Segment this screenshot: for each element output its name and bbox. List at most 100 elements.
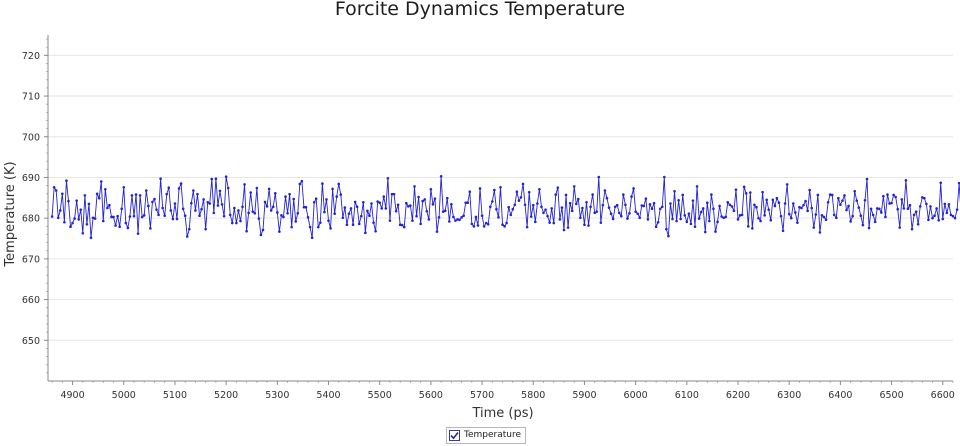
legend-checkbox[interactable] — [449, 430, 460, 441]
data-point — [779, 214, 783, 218]
data-point — [425, 209, 429, 213]
data-point — [325, 198, 328, 201]
data-point — [503, 225, 506, 228]
data-point — [566, 226, 570, 229]
data-point — [204, 227, 207, 231]
data-point — [783, 202, 787, 205]
data-point — [476, 224, 480, 227]
data-point — [830, 193, 834, 197]
data-point — [691, 199, 695, 202]
data-point — [550, 207, 553, 210]
data-point — [800, 206, 803, 210]
data-point — [744, 192, 748, 195]
check-icon — [450, 432, 459, 440]
data-point — [400, 223, 404, 227]
data-point — [208, 202, 212, 205]
data-point — [660, 205, 664, 209]
data-point — [316, 225, 320, 229]
data-point — [54, 189, 58, 192]
data-point — [71, 221, 74, 225]
data-point — [253, 211, 257, 215]
data-point — [572, 185, 576, 188]
data-point — [554, 193, 558, 196]
data-point — [450, 203, 453, 206]
data-point — [214, 177, 218, 180]
data-point — [147, 204, 150, 208]
data-point — [357, 222, 361, 226]
data-point — [839, 203, 842, 207]
data-point — [853, 190, 857, 193]
data-point — [462, 214, 465, 218]
data-point — [630, 195, 633, 198]
data-point — [544, 208, 547, 211]
data-point — [945, 211, 949, 215]
data-point — [593, 211, 596, 215]
data-point — [480, 214, 484, 218]
data-point — [79, 208, 83, 211]
data-point — [591, 193, 594, 196]
data-point — [493, 188, 496, 192]
data-point — [732, 209, 736, 213]
data-point — [110, 215, 113, 219]
data-point — [273, 192, 277, 195]
data-point — [134, 193, 138, 196]
data-point — [376, 200, 379, 203]
data-point — [319, 221, 322, 224]
data-point — [882, 194, 885, 198]
data-point — [472, 225, 476, 228]
data-point — [474, 215, 478, 219]
data-point — [791, 202, 795, 205]
x-tick-label: 6600 — [931, 390, 955, 401]
data-point — [335, 195, 339, 198]
data-point — [722, 216, 725, 220]
x-tick-label: 5000 — [112, 390, 136, 401]
data-point — [454, 219, 457, 222]
data-point — [761, 190, 764, 194]
data-point — [632, 187, 635, 190]
data-point — [290, 225, 293, 229]
data-point — [583, 223, 586, 226]
data-point — [728, 203, 732, 207]
data-point — [906, 207, 910, 211]
data-point — [310, 236, 314, 240]
data-point — [834, 216, 838, 220]
data-point — [595, 210, 599, 213]
data-point — [925, 202, 928, 206]
data-point — [75, 199, 78, 202]
data-point — [509, 213, 513, 217]
x-tick-label: 4900 — [60, 390, 84, 401]
data-point — [128, 215, 132, 218]
data-point — [83, 194, 87, 197]
data-point — [953, 216, 957, 220]
data-point — [329, 227, 332, 230]
data-point — [116, 214, 119, 218]
data-point — [423, 198, 427, 201]
data-point — [736, 218, 740, 221]
data-point — [560, 206, 564, 209]
data-point — [910, 227, 914, 231]
data-point — [749, 191, 752, 194]
data-point — [828, 193, 832, 196]
data-point — [269, 209, 273, 212]
data-point — [710, 193, 713, 196]
data-point — [284, 195, 287, 198]
data-point — [251, 210, 255, 213]
temperature-line — [51, 175, 960, 239]
data-point — [951, 214, 955, 218]
data-point — [734, 188, 738, 191]
data-point — [239, 219, 242, 223]
data-point — [339, 193, 343, 196]
data-point — [216, 204, 220, 207]
data-point — [374, 229, 377, 233]
data-point — [806, 209, 809, 213]
y-tick-label: 680 — [22, 214, 40, 225]
data-point — [929, 205, 932, 208]
data-point — [894, 195, 897, 199]
data-point — [896, 207, 900, 211]
data-point — [118, 225, 121, 229]
data-point — [703, 230, 707, 234]
data-point — [822, 215, 826, 219]
temperature-series — [50, 174, 960, 240]
legend[interactable]: Temperature — [446, 427, 527, 444]
data-point — [781, 229, 785, 233]
